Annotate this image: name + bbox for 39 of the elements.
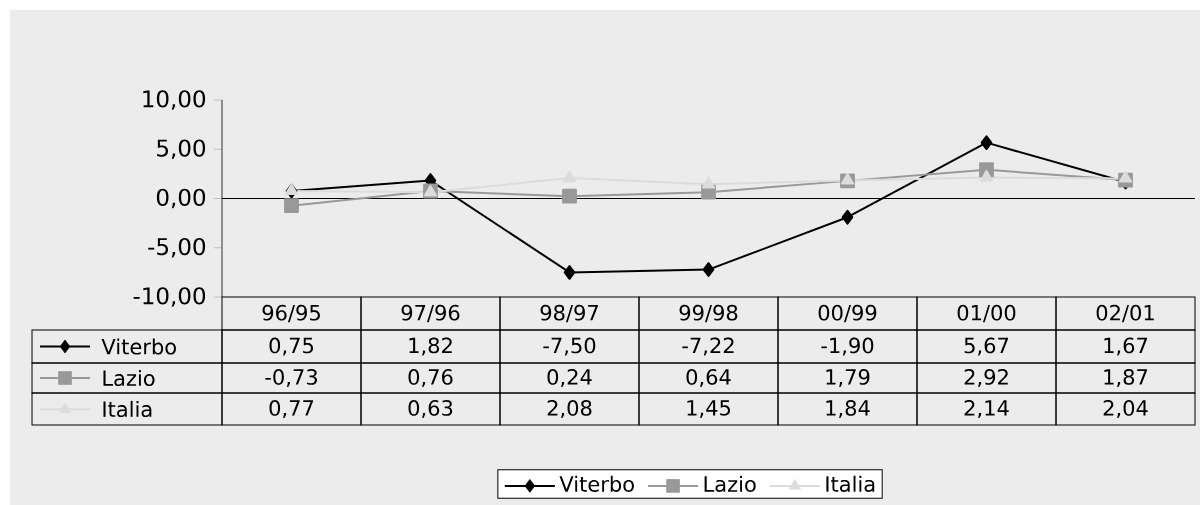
data-label: -1,90	[821, 337, 874, 356]
data-label: 1,79	[826, 368, 870, 388]
data-label: -7,22	[682, 337, 734, 356]
data-label: 2,92	[964, 368, 1008, 388]
y-tick-label: -5,00	[148, 237, 206, 258]
data-label: 0,76	[408, 368, 453, 388]
x-tick-label: 97/96	[401, 304, 460, 323]
x-tick-label: 01/00	[957, 304, 1016, 323]
legend-label: Italia	[103, 400, 152, 418]
legend-label: Viterbo	[101, 338, 176, 355]
legend-label: Lazio	[103, 369, 155, 387]
data-label: 2,14	[964, 399, 1009, 419]
x-tick-label: 99/98	[679, 304, 738, 323]
data-label: 2,08	[547, 399, 592, 419]
data-label: 0,63	[408, 399, 453, 419]
data-label: 1,84	[826, 399, 870, 419]
data-label: 0,64	[686, 368, 731, 388]
x-tick-label: 96/95	[262, 304, 320, 323]
y-tick-label: 10,00	[143, 90, 206, 110]
data-label: 1,67	[1104, 337, 1148, 356]
data-label: 0,77	[269, 399, 314, 419]
x-tick-label: 98/97	[540, 304, 598, 323]
data-label: 5,67	[964, 337, 1009, 356]
y-tick-label: 0,00	[156, 188, 206, 209]
x-tick-label: 00/99	[818, 304, 877, 323]
data-label: -7,50	[543, 337, 596, 356]
data-label: 1,82	[409, 337, 452, 356]
text: Lazio	[704, 475, 756, 492]
text: Viterbo	[559, 475, 634, 492]
x-tick-label: 02/01	[1096, 304, 1154, 323]
y-tick-label: -10,00	[133, 287, 206, 307]
data-label: -0,73	[265, 368, 317, 388]
data-label: 0,75	[269, 337, 314, 356]
text: Italia	[826, 475, 875, 492]
data-label: 2,04	[1103, 399, 1148, 419]
data-label: 1,87	[1104, 368, 1148, 388]
y-tick-label: 5,00	[157, 139, 206, 160]
data-label: 0,24	[547, 368, 592, 388]
data-label: 1,45	[687, 400, 731, 418]
